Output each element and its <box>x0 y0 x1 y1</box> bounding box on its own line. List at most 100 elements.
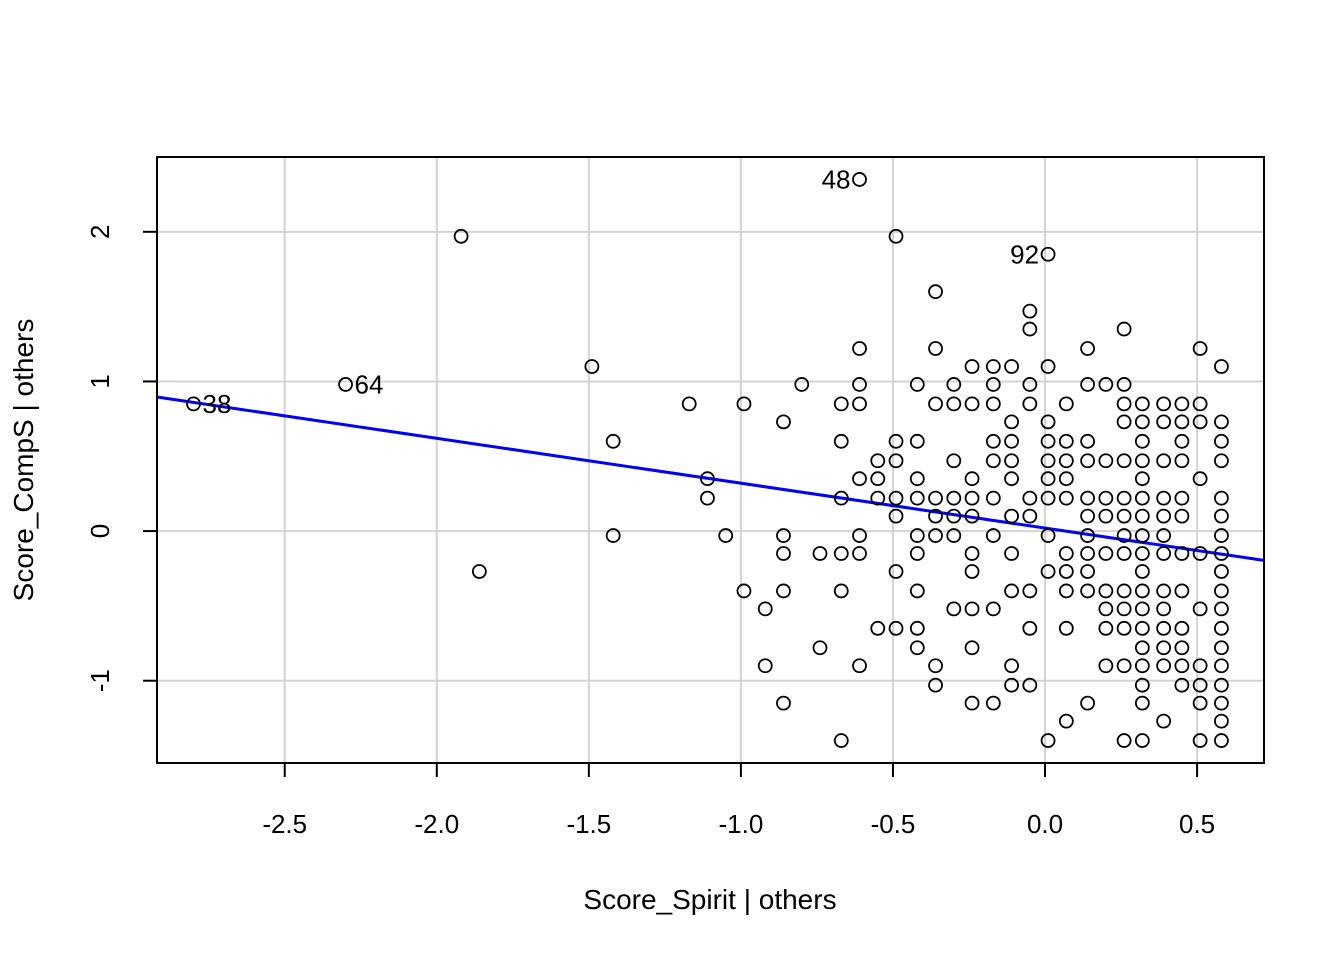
data-point <box>964 564 980 579</box>
data-point <box>1156 601 1172 617</box>
data-point <box>1058 620 1074 636</box>
data-point <box>1192 471 1208 487</box>
point-labels: 38 64 48 92 <box>202 164 1039 418</box>
data-point <box>1098 377 1114 392</box>
data-point <box>1174 658 1190 674</box>
data-point <box>1174 396 1190 412</box>
data-point <box>1116 396 1132 412</box>
data-point <box>888 433 904 449</box>
data-point <box>928 658 943 674</box>
data-point <box>1022 583 1038 599</box>
data-point <box>1214 528 1229 543</box>
data-point <box>1134 414 1150 430</box>
data-point <box>1134 508 1150 524</box>
grid-lines <box>157 157 1264 763</box>
point-id-label: 92 <box>1010 239 1039 269</box>
data-point <box>1156 508 1172 524</box>
x-tick-label: 0.5 <box>1179 809 1215 839</box>
data-point <box>736 396 752 412</box>
data-point <box>1156 546 1172 561</box>
data-point <box>1058 453 1074 469</box>
data-point <box>1058 583 1074 599</box>
data-point <box>1156 490 1172 506</box>
data-point <box>812 546 828 561</box>
point-id-label: 64 <box>355 369 384 399</box>
data-points <box>186 172 1229 748</box>
data-point <box>1116 321 1132 337</box>
data-point <box>1098 490 1114 506</box>
data-point <box>1040 414 1056 430</box>
data-point <box>1134 583 1150 599</box>
data-point <box>1116 414 1132 430</box>
data-point <box>1040 528 1056 543</box>
data-point <box>1080 546 1096 561</box>
data-point <box>1116 528 1132 543</box>
data-point <box>757 601 773 617</box>
data-point <box>909 620 925 636</box>
data-point <box>852 471 867 487</box>
data-point <box>946 453 962 469</box>
y-axis-title: Score_CompS | others <box>8 319 39 602</box>
data-point <box>1134 433 1150 449</box>
data-point <box>1058 546 1074 561</box>
data-point <box>1022 490 1038 506</box>
data-point <box>1174 677 1190 693</box>
data-point <box>1116 546 1132 561</box>
data-point <box>964 601 980 617</box>
data-point <box>1214 713 1229 729</box>
data-point <box>964 640 980 656</box>
data-point <box>1134 601 1150 617</box>
data-point <box>1098 453 1114 469</box>
data-point <box>1192 414 1208 430</box>
data-point <box>1134 677 1150 693</box>
data-point <box>928 677 943 693</box>
y-tick-label: 2 <box>85 225 115 239</box>
data-point <box>1022 620 1038 636</box>
data-point <box>1004 453 1019 469</box>
data-point <box>928 396 943 412</box>
x-tick-label: -2.5 <box>262 809 307 839</box>
data-point <box>1040 453 1056 469</box>
data-point <box>1214 433 1229 449</box>
data-point <box>1004 546 1019 561</box>
data-point <box>1116 583 1132 599</box>
data-point <box>1174 546 1190 561</box>
data-point <box>928 490 943 506</box>
data-point <box>776 695 791 711</box>
data-point <box>1080 508 1096 524</box>
data-point <box>985 396 1001 412</box>
data-point <box>1058 396 1074 412</box>
data-point <box>852 377 867 392</box>
data-point <box>964 471 980 487</box>
data-point <box>833 490 849 506</box>
data-point <box>888 620 904 636</box>
point-id-label: 48 <box>822 164 851 194</box>
data-point <box>888 453 904 469</box>
data-point <box>1004 359 1019 374</box>
data-point <box>1134 695 1150 711</box>
data-point <box>852 396 867 412</box>
data-point <box>1116 453 1132 469</box>
data-point <box>1058 490 1074 506</box>
data-point <box>1134 490 1150 506</box>
x-tick-label: -2.0 <box>414 809 459 839</box>
data-point <box>833 433 849 449</box>
data-point <box>964 508 980 524</box>
data-point <box>776 546 791 561</box>
data-point <box>605 433 621 449</box>
data-point <box>1174 414 1190 430</box>
regression-line-group <box>156 395 1265 562</box>
data-point <box>1004 433 1019 449</box>
data-point <box>1134 564 1150 579</box>
data-point <box>909 471 925 487</box>
data-point <box>833 733 849 748</box>
data-point <box>946 601 962 617</box>
plot-frame <box>156 156 1265 764</box>
data-point <box>718 528 734 543</box>
data-point <box>1022 321 1038 337</box>
data-point <box>1214 640 1229 656</box>
data-point <box>1156 658 1172 674</box>
data-point <box>1116 733 1132 748</box>
data-point <box>757 658 773 674</box>
